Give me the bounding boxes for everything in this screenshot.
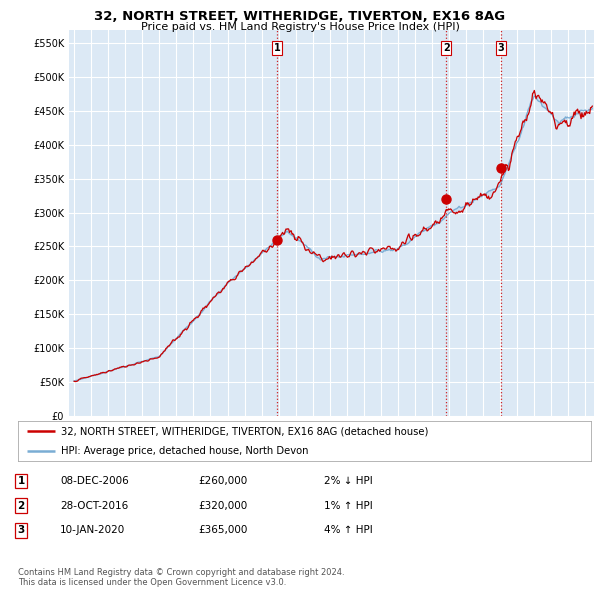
Text: HPI: Average price, detached house, North Devon: HPI: Average price, detached house, Nort… (61, 447, 308, 456)
Text: 3: 3 (17, 526, 25, 535)
Text: 1% ↑ HPI: 1% ↑ HPI (324, 501, 373, 510)
Text: 1: 1 (17, 476, 25, 486)
Text: Contains HM Land Registry data © Crown copyright and database right 2024.
This d: Contains HM Land Registry data © Crown c… (18, 568, 344, 587)
Text: £365,000: £365,000 (198, 526, 247, 535)
Text: 32, NORTH STREET, WITHERIDGE, TIVERTON, EX16 8AG: 32, NORTH STREET, WITHERIDGE, TIVERTON, … (94, 10, 506, 23)
Text: 32, NORTH STREET, WITHERIDGE, TIVERTON, EX16 8AG (detached house): 32, NORTH STREET, WITHERIDGE, TIVERTON, … (61, 427, 428, 436)
Text: 1: 1 (274, 43, 281, 53)
Text: 2: 2 (17, 501, 25, 510)
Text: £260,000: £260,000 (198, 476, 247, 486)
Text: 3: 3 (497, 43, 504, 53)
Text: 2% ↓ HPI: 2% ↓ HPI (324, 476, 373, 486)
Text: Price paid vs. HM Land Registry's House Price Index (HPI): Price paid vs. HM Land Registry's House … (140, 22, 460, 32)
Text: 2: 2 (443, 43, 449, 53)
Text: 08-DEC-2006: 08-DEC-2006 (60, 476, 129, 486)
Text: £320,000: £320,000 (198, 501, 247, 510)
Text: 10-JAN-2020: 10-JAN-2020 (60, 526, 125, 535)
Text: 4% ↑ HPI: 4% ↑ HPI (324, 526, 373, 535)
Text: 28-OCT-2016: 28-OCT-2016 (60, 501, 128, 510)
